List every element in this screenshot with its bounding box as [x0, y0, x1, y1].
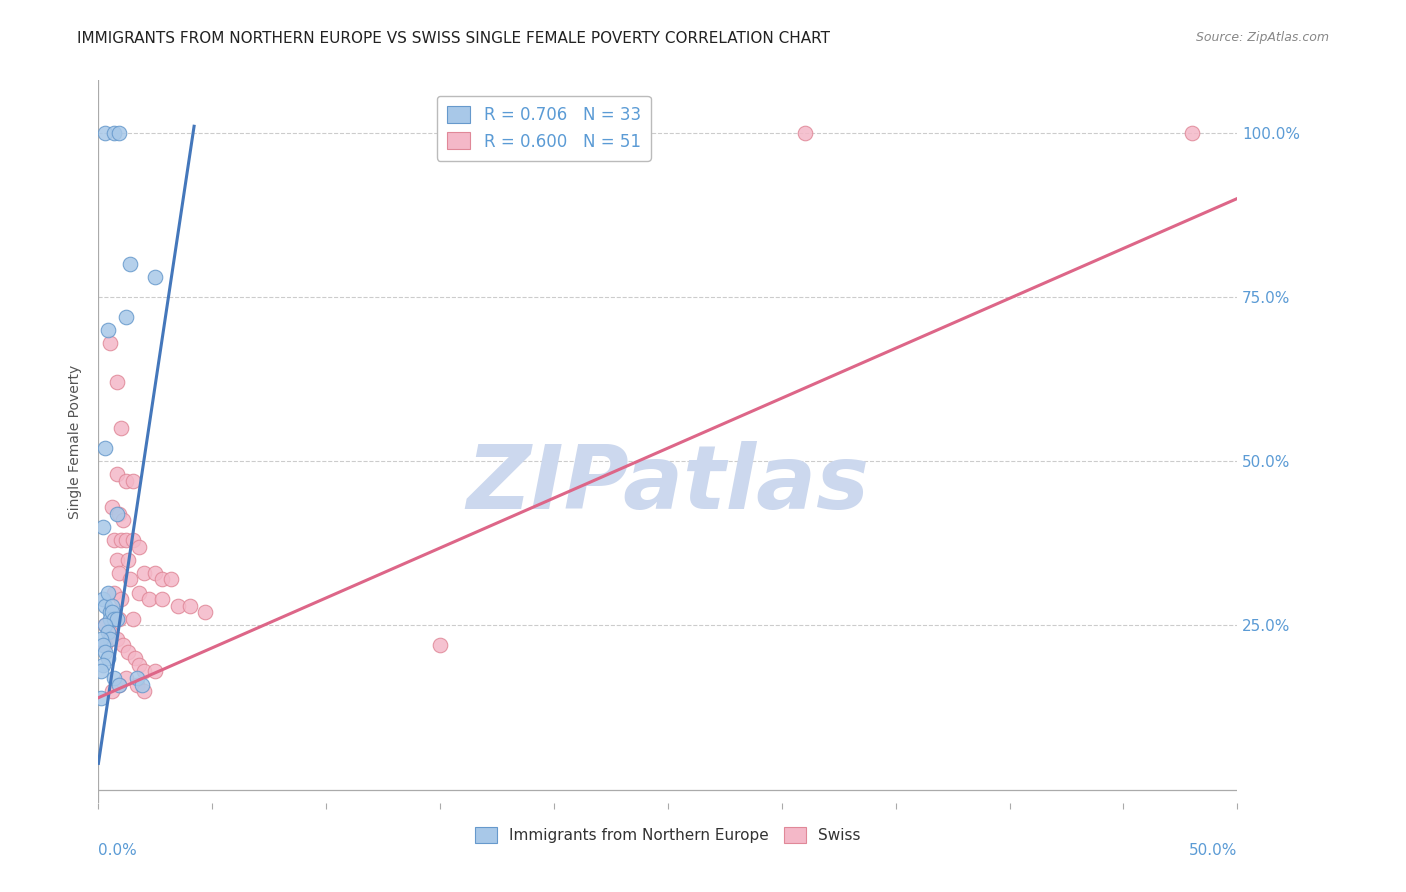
Point: [132, 566, 155, 580]
Text: 0.0%: 0.0%: [98, 843, 138, 857]
Point: [103, 671, 125, 685]
Point: [145, 270, 167, 285]
Point: [94, 618, 117, 632]
Point: [127, 671, 149, 685]
Point: [90, 665, 112, 679]
Point: [194, 605, 217, 619]
Point: [179, 599, 201, 613]
Point: [110, 421, 132, 435]
Point: [101, 599, 124, 613]
Point: [131, 677, 153, 691]
Point: [145, 665, 167, 679]
Point: [101, 605, 124, 619]
Point: [132, 684, 155, 698]
Point: [150, 592, 173, 607]
Point: [121, 474, 143, 488]
Point: [90, 632, 112, 646]
Point: [98, 336, 121, 351]
Point: [138, 592, 160, 607]
Point: [98, 632, 121, 646]
Point: [150, 573, 173, 587]
Y-axis label: Single Female Poverty: Single Female Poverty: [69, 365, 83, 518]
Point: [98, 625, 121, 640]
Point: [108, 566, 131, 580]
Point: [105, 507, 128, 521]
Text: ZIPatlas: ZIPatlas: [467, 442, 869, 528]
Point: [1181, 126, 1204, 140]
Point: [128, 657, 150, 672]
Point: [105, 612, 128, 626]
Point: [91, 638, 114, 652]
Point: [94, 441, 117, 455]
Point: [105, 467, 128, 482]
Point: [117, 645, 139, 659]
Point: [121, 533, 143, 547]
Point: [98, 605, 121, 619]
Point: [114, 533, 136, 547]
Point: [96, 323, 118, 337]
Text: IMMIGRANTS FROM NORTHERN EUROPE VS SWISS SINGLE FEMALE POVERTY CORRELATION CHART: IMMIGRANTS FROM NORTHERN EUROPE VS SWISS…: [77, 31, 831, 46]
Point: [98, 612, 121, 626]
Point: [112, 513, 135, 527]
Point: [96, 625, 118, 640]
Point: [132, 665, 155, 679]
Point: [105, 632, 128, 646]
Point: [114, 671, 136, 685]
Point: [94, 638, 117, 652]
Point: [96, 585, 118, 599]
Point: [94, 599, 117, 613]
Point: [793, 126, 815, 140]
Text: Source: ZipAtlas.com: Source: ZipAtlas.com: [1195, 31, 1329, 45]
Point: [103, 126, 125, 140]
Point: [90, 690, 112, 705]
Point: [108, 507, 131, 521]
Legend: Immigrants from Northern Europe, Swiss: Immigrants from Northern Europe, Swiss: [470, 822, 866, 849]
Point: [160, 573, 183, 587]
Point: [117, 553, 139, 567]
Point: [105, 376, 128, 390]
Text: 50.0%: 50.0%: [1189, 843, 1237, 857]
Point: [167, 599, 190, 613]
Point: [127, 677, 149, 691]
Point: [91, 592, 114, 607]
Point: [108, 612, 131, 626]
Point: [94, 126, 117, 140]
Point: [103, 533, 125, 547]
Point: [101, 684, 124, 698]
Point: [91, 657, 114, 672]
Point: [128, 585, 150, 599]
Point: [94, 645, 117, 659]
Point: [114, 474, 136, 488]
Point: [429, 638, 451, 652]
Point: [121, 612, 143, 626]
Point: [110, 592, 132, 607]
Point: [120, 573, 142, 587]
Point: [124, 651, 146, 665]
Point: [120, 257, 142, 271]
Point: [91, 520, 114, 534]
Point: [103, 612, 125, 626]
Point: [103, 585, 125, 599]
Point: [110, 533, 132, 547]
Point: [96, 651, 118, 665]
Point: [108, 677, 131, 691]
Point: [108, 126, 131, 140]
Point: [101, 605, 124, 619]
Point: [108, 677, 131, 691]
Point: [112, 638, 135, 652]
Point: [114, 310, 136, 324]
Point: [94, 618, 117, 632]
Point: [145, 566, 167, 580]
Point: [128, 540, 150, 554]
Point: [105, 553, 128, 567]
Point: [101, 500, 124, 515]
